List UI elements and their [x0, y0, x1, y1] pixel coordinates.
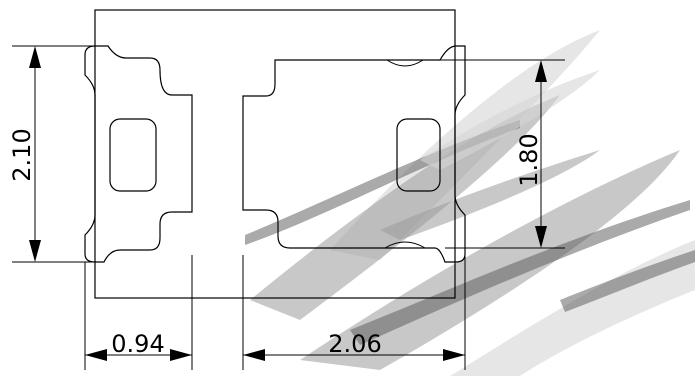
- outer-outline: [94, 9, 456, 299]
- extension-lines: [12, 45, 565, 370]
- right-pad-outline: [242, 45, 466, 263]
- dim-label-width-left: 0.94: [111, 330, 164, 358]
- dim-label-width-right: 2.06: [328, 330, 381, 358]
- dim-height-right: 1.80: [515, 60, 547, 248]
- scan-artifacts: [245, 30, 695, 376]
- right-notch-top: [386, 59, 424, 67]
- right-slot: [396, 118, 441, 192]
- dim-width-right: 2.06: [243, 330, 465, 361]
- left-pad-outline: [84, 45, 193, 263]
- dim-label-height-left: 2.10: [8, 128, 36, 181]
- left-slot: [109, 118, 157, 192]
- dim-height-left: 2.10: [8, 46, 41, 262]
- dim-label-height-right: 1.80: [515, 133, 543, 186]
- right-notch-bottom: [384, 241, 426, 249]
- dim-width-left: 0.94: [85, 330, 192, 361]
